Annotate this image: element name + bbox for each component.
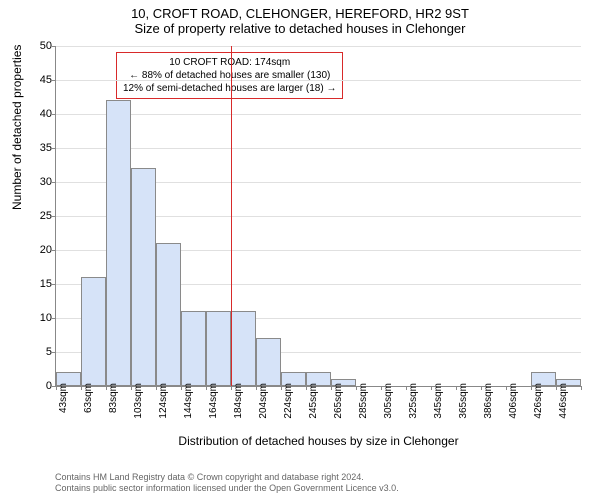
ytick-mark	[52, 284, 56, 285]
bar	[156, 243, 181, 386]
xtick-mark	[556, 386, 557, 390]
ytick-label: 50	[34, 40, 52, 52]
xtick-label: 224sqm	[283, 383, 294, 419]
xtick-mark	[106, 386, 107, 390]
xtick-mark	[456, 386, 457, 390]
xtick-label: 43sqm	[58, 383, 69, 413]
reference-line	[231, 46, 232, 386]
xtick-label: 245sqm	[308, 383, 319, 419]
bar	[206, 311, 231, 386]
ytick-mark	[52, 148, 56, 149]
ytick-label: 30	[34, 176, 52, 188]
xtick-mark	[131, 386, 132, 390]
xtick-mark	[56, 386, 57, 390]
xtick-label: 164sqm	[208, 383, 219, 419]
footer-line-1: Contains HM Land Registry data © Crown c…	[55, 472, 399, 483]
chart-plot-area: 10 CROFT ROAD: 174sqm ← 88% of detached …	[55, 46, 581, 387]
xtick-mark	[206, 386, 207, 390]
x-axis-label: Distribution of detached houses by size …	[56, 434, 581, 448]
ytick-mark	[52, 250, 56, 251]
xtick-label: 184sqm	[233, 383, 244, 419]
xtick-label: 325sqm	[408, 383, 419, 419]
ytick-label: 40	[34, 108, 52, 120]
annotation-line-1: 10 CROFT ROAD: 174sqm	[123, 56, 336, 69]
xtick-label: 285sqm	[358, 383, 369, 419]
xtick-mark	[531, 386, 532, 390]
bar	[131, 168, 156, 386]
footer-line-2: Contains public sector information licen…	[55, 483, 399, 494]
xtick-label: 144sqm	[183, 383, 194, 419]
xtick-label: 63sqm	[83, 383, 94, 413]
ytick-mark	[52, 80, 56, 81]
xtick-label: 406sqm	[508, 383, 519, 419]
xtick-label: 265sqm	[333, 383, 344, 419]
xtick-mark	[156, 386, 157, 390]
gridline	[56, 46, 581, 47]
ytick-mark	[52, 352, 56, 353]
ytick-mark	[52, 182, 56, 183]
xtick-label: 83sqm	[108, 383, 119, 413]
bar	[106, 100, 131, 386]
xtick-mark	[431, 386, 432, 390]
xtick-label: 426sqm	[533, 383, 544, 419]
xtick-label: 124sqm	[158, 383, 169, 419]
bar	[81, 277, 106, 386]
footer-attribution: Contains HM Land Registry data © Crown c…	[55, 472, 399, 495]
xtick-label: 204sqm	[258, 383, 269, 419]
xtick-label: 446sqm	[558, 383, 569, 419]
xtick-mark	[331, 386, 332, 390]
xtick-label: 345sqm	[433, 383, 444, 419]
chart-title-1: 10, CROFT ROAD, CLEHONGER, HEREFORD, HR2…	[0, 6, 600, 21]
ytick-label: 20	[34, 244, 52, 256]
ytick-label: 45	[34, 74, 52, 86]
ytick-mark	[52, 46, 56, 47]
xtick-label: 386sqm	[483, 383, 494, 419]
xtick-mark	[356, 386, 357, 390]
xtick-label: 103sqm	[133, 383, 144, 419]
bar	[256, 338, 281, 386]
xtick-mark	[231, 386, 232, 390]
xtick-mark	[581, 386, 582, 390]
xtick-mark	[281, 386, 282, 390]
gridline	[56, 80, 581, 81]
ytick-label: 35	[34, 142, 52, 154]
xtick-mark	[381, 386, 382, 390]
xtick-label: 305sqm	[383, 383, 394, 419]
ytick-mark	[52, 318, 56, 319]
xtick-mark	[481, 386, 482, 390]
xtick-mark	[181, 386, 182, 390]
ytick-label: 5	[34, 346, 52, 358]
xtick-mark	[256, 386, 257, 390]
ytick-mark	[52, 216, 56, 217]
xtick-mark	[306, 386, 307, 390]
ytick-label: 0	[34, 380, 52, 392]
gridline	[56, 114, 581, 115]
bar	[181, 311, 206, 386]
gridline	[56, 148, 581, 149]
annotation-line-3: 12% of semi-detached houses are larger (…	[123, 82, 336, 95]
annotation-box: 10 CROFT ROAD: 174sqm ← 88% of detached …	[116, 52, 343, 99]
xtick-mark	[506, 386, 507, 390]
ytick-label: 25	[34, 210, 52, 222]
bar	[231, 311, 256, 386]
chart-title-2: Size of property relative to detached ho…	[0, 21, 600, 36]
y-axis-label: Number of detached properties	[10, 45, 24, 210]
ytick-mark	[52, 114, 56, 115]
xtick-mark	[406, 386, 407, 390]
xtick-label: 365sqm	[458, 383, 469, 419]
xtick-mark	[81, 386, 82, 390]
ytick-label: 15	[34, 278, 52, 290]
ytick-label: 10	[34, 312, 52, 324]
